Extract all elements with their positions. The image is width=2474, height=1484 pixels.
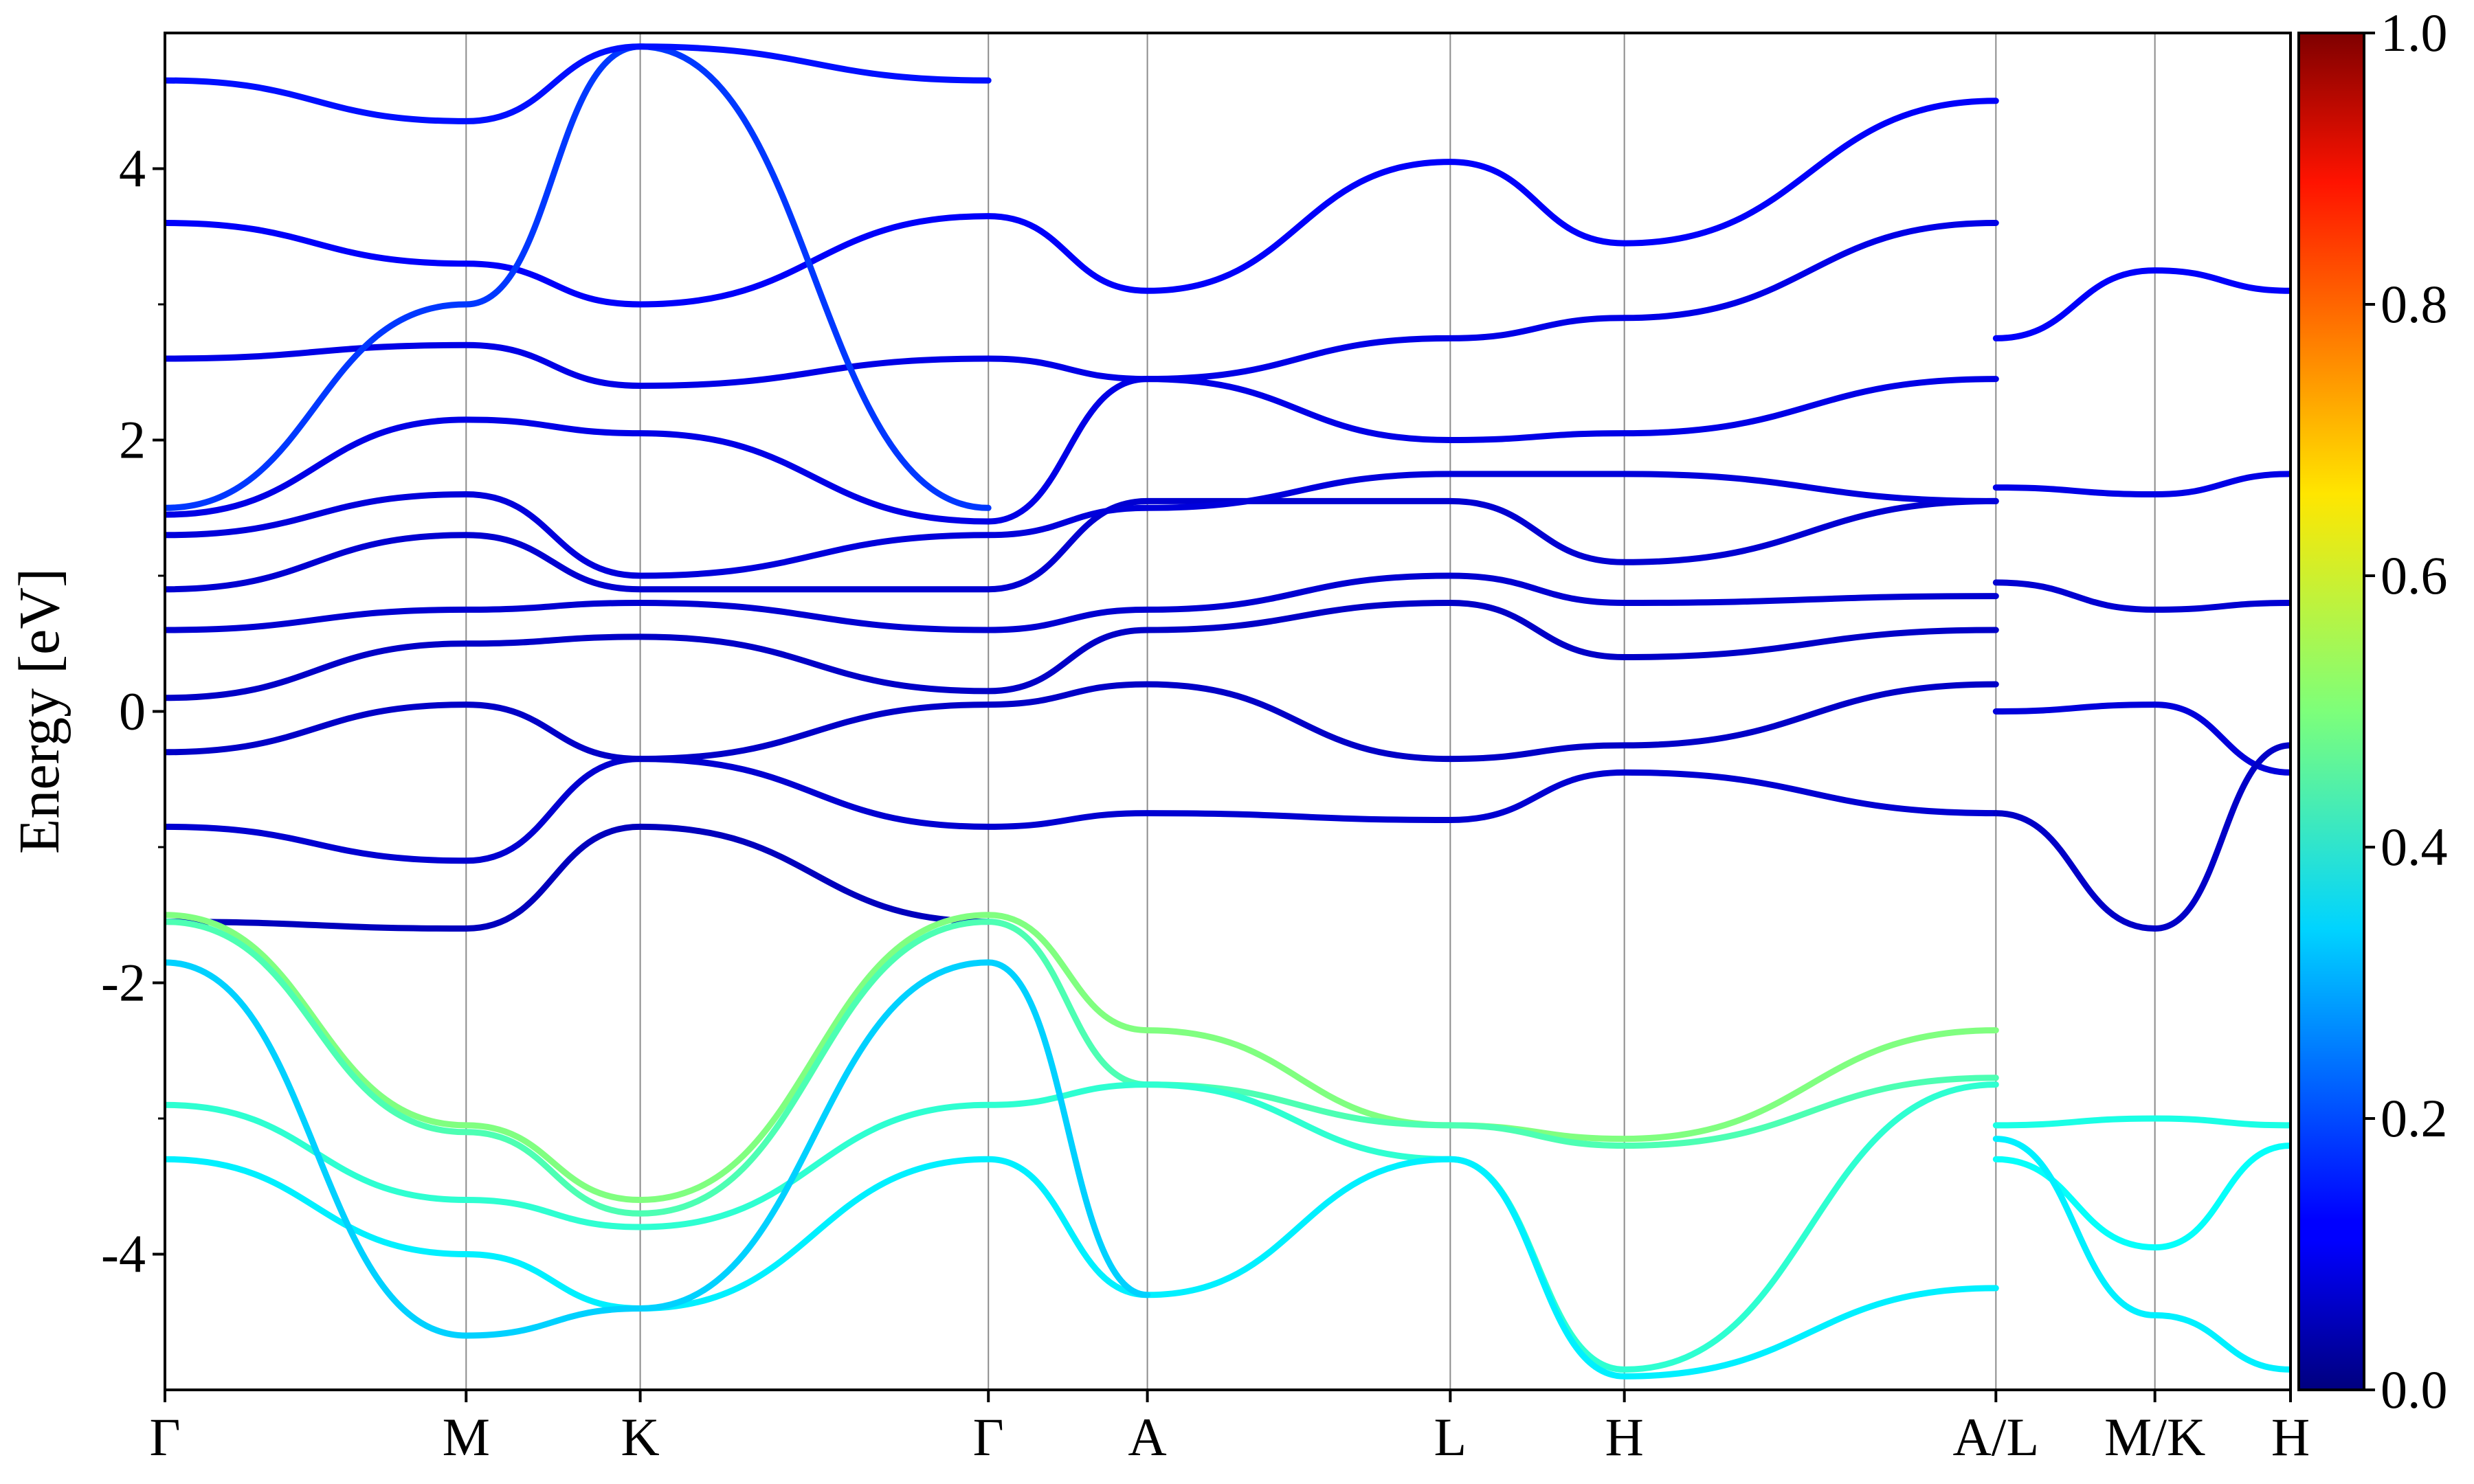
x-tick-label: M	[443, 1407, 490, 1467]
band-line	[1992, 471, 2291, 497]
band-line	[165, 43, 992, 511]
x-tick-label: K	[621, 1407, 659, 1467]
band-line	[165, 471, 1999, 579]
band-line	[1992, 701, 2291, 776]
colorbar-tick-label: 1.0	[2381, 3, 2448, 63]
colorbar-ticks: 0.0 0.2 0.4 0.6 0.8 1.0	[2364, 3, 2448, 1419]
x-tick-label: Γ	[149, 1407, 180, 1467]
x-tick-label: H	[1605, 1407, 1643, 1467]
y-tick-label: 2	[119, 410, 146, 470]
band-line	[165, 98, 1999, 308]
band-line	[165, 600, 1999, 701]
y-tick-label: -2	[101, 953, 146, 1013]
band-line	[165, 912, 1999, 1203]
band-lines	[165, 43, 2291, 1380]
x-tick-label: Γ	[973, 1407, 1004, 1467]
band-line	[165, 220, 1999, 389]
x-tick-label: A	[1128, 1407, 1166, 1467]
band-line	[1992, 579, 2291, 613]
band-line	[1992, 1136, 2291, 1373]
x-tick-label: M/K	[2104, 1407, 2205, 1467]
x-tick-label: A/L	[1952, 1407, 2039, 1467]
band-line	[165, 1156, 1999, 1380]
x-axis-ticks: Γ M K Γ A L H A/L M/K H	[149, 1390, 2310, 1467]
y-tick-label: -4	[101, 1224, 146, 1284]
colorbar-tick-label: 0.0	[2381, 1360, 2448, 1419]
band-line	[165, 376, 1999, 525]
y-tick-label: 4	[119, 139, 146, 199]
y-axis-ticks: -4 -2 0 2 4	[101, 139, 165, 1284]
colorbar	[2297, 32, 2365, 1391]
band-line	[165, 919, 1999, 1217]
band-line	[1992, 742, 2291, 932]
band-line	[165, 756, 1999, 864]
x-tick-label: H	[2271, 1407, 2310, 1467]
colorbar-tick-label: 0.4	[2381, 817, 2448, 877]
x-tick-label: L	[1434, 1407, 1467, 1467]
band-line	[165, 823, 992, 932]
band-line	[1992, 1115, 2291, 1129]
band-line	[165, 572, 1999, 633]
band-line	[165, 497, 1999, 593]
band-line	[165, 43, 992, 124]
plot-frame	[164, 32, 2292, 1391]
band-line	[1992, 267, 2291, 341]
colorbar-tick-label: 0.8	[2381, 274, 2448, 334]
colorbar-tick-label: 0.2	[2381, 1088, 2448, 1148]
y-axis-label: Energy [eV]	[8, 568, 71, 854]
band-line	[165, 1081, 1999, 1373]
high-symmetry-gridlines	[465, 33, 2156, 1390]
colorbar-tick-label: 0.6	[2381, 546, 2448, 605]
y-tick-label: 0	[119, 682, 146, 741]
band-line	[165, 959, 1151, 1339]
band-line	[165, 681, 1999, 763]
